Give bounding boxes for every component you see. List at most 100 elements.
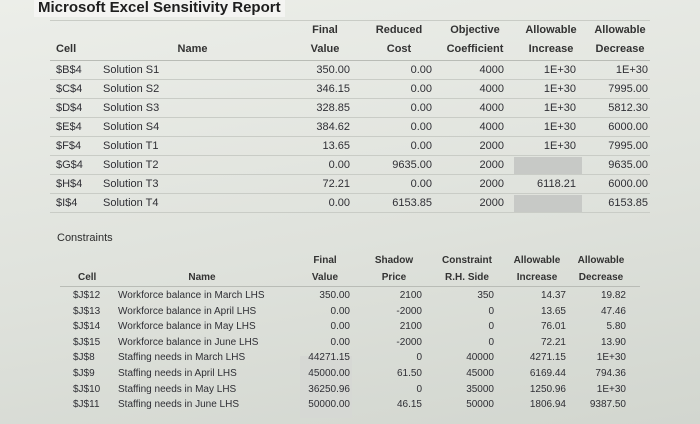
constraint-cell-address: $J$15 <box>73 336 101 348</box>
blank-cell-i4-increase <box>514 195 582 213</box>
cons-header-cell: Cell <box>78 272 97 283</box>
row-divider <box>50 117 650 118</box>
cons-header-name: Name <box>188 272 216 283</box>
reduced-cost: 0.00 <box>410 121 432 133</box>
constraint-allowable-increase: 76.01 <box>540 321 566 333</box>
objective-coefficient: 4000 <box>479 64 504 76</box>
constraint-cell-address: $J$11 <box>73 399 100 411</box>
cell-address: $G$4 <box>56 159 83 171</box>
constraint-allowable-decrease: 13.90 <box>600 336 626 348</box>
variable-name: Solution T2 <box>103 159 159 171</box>
constraint-final-value: 350.00 <box>319 290 350 301</box>
constraint-name: Staffing needs in March LHS <box>118 352 246 364</box>
variable-name: Solution S3 <box>103 102 160 114</box>
constraint-allowable-decrease: 19.82 <box>600 290 626 301</box>
constraint-name: Workforce balance in March LHS <box>118 290 265 301</box>
allowable-increase: 1E+30 <box>543 64 576 76</box>
final-value: 0.00 <box>328 197 350 209</box>
constraint-final-value: 44271.15 <box>308 352 350 364</box>
col-header-final-2: Value <box>310 43 340 55</box>
constraint-allowable-increase: 13.65 <box>540 305 566 317</box>
cons-header-final-2: Value <box>311 272 339 283</box>
shadow-price: 61.50 <box>396 368 422 379</box>
final-value: 346.15 <box>316 83 350 95</box>
final-value: 13.65 <box>322 140 350 152</box>
reduced-cost: 9635.00 <box>392 159 432 171</box>
shadow-price: 46.15 <box>396 399 422 411</box>
row-divider <box>50 98 650 99</box>
constraint-final-value: 36250.96 <box>308 383 350 395</box>
variable-name: Solution S2 <box>103 83 160 95</box>
allowable-decrease: 7995.00 <box>608 83 648 95</box>
constraint-allowable-decrease: 9387.50 <box>589 399 626 411</box>
constraint-cell-address: $J$13 <box>73 305 101 317</box>
col-header-name: Name <box>177 43 208 55</box>
report-title: Microsoft Excel Sensitivity Report <box>34 0 285 17</box>
col-header-reduced-2: Cost <box>386 43 412 55</box>
shadow-price: 2100 <box>399 321 422 333</box>
final-value: 328.85 <box>316 102 350 114</box>
objective-coefficient: 2000 <box>479 159 504 171</box>
constraint-rhs: 350 <box>477 290 494 301</box>
constraint-rhs: 50000 <box>466 399 494 411</box>
allowable-decrease: 6000.00 <box>608 178 648 190</box>
objective-coefficient: 2000 <box>479 178 504 190</box>
constraint-allowable-increase: 6169.44 <box>529 368 566 379</box>
cell-address: $I$4 <box>56 197 78 209</box>
row-divider <box>50 155 650 156</box>
constraint-final-value: 45000.00 <box>308 368 350 379</box>
constraint-cell-address: $J$10 <box>73 383 101 395</box>
col-header-final-1: Final <box>312 24 338 36</box>
variable-name: Solution T1 <box>103 140 159 152</box>
constraint-allowable-increase: 72.21 <box>540 336 566 348</box>
constraint-allowable-increase: 1250.96 <box>529 383 566 395</box>
shadow-price: 0 <box>416 352 422 364</box>
constraint-cell-address: $J$9 <box>73 368 95 379</box>
allowable-decrease: 5812.30 <box>608 102 648 114</box>
cons-header-decrease-1: Allowable <box>577 255 625 266</box>
reduced-cost: 0.00 <box>410 83 432 95</box>
reduced-cost: 0.00 <box>410 102 432 114</box>
allowable-increase: 1E+30 <box>543 83 576 95</box>
cons-header-rhs-2: R.H. Side <box>445 272 489 283</box>
final-value: 0.00 <box>328 159 350 171</box>
cons-header-increase-1: Allowable <box>513 255 561 266</box>
constraint-rhs: 40000 <box>466 352 494 364</box>
final-value: 72.21 <box>322 178 350 190</box>
cell-address: $B$4 <box>56 64 82 76</box>
constraint-name: Workforce balance in May LHS <box>118 321 256 333</box>
objective-coefficient: 2000 <box>479 197 504 209</box>
header-divider <box>50 20 650 21</box>
shadow-price: 2100 <box>399 290 422 301</box>
constraints-label: Constraints <box>57 232 113 244</box>
allowable-increase: 1E+30 <box>543 140 576 152</box>
shadow-price: 0 <box>416 383 422 395</box>
constraint-name: Staffing needs in May LHS <box>118 383 237 395</box>
header-bottom-line <box>50 60 650 61</box>
variable-name: Solution S1 <box>103 64 160 76</box>
cell-address: $H$4 <box>56 178 83 190</box>
constraint-rhs: 0 <box>488 305 494 317</box>
final-value-shaded-block <box>300 356 352 418</box>
constraint-name: Workforce balance in April LHS <box>118 305 257 317</box>
constraint-allowable-increase: 1806.94 <box>529 399 566 411</box>
constraint-name: Staffing needs in June LHS <box>118 399 240 411</box>
row-divider <box>50 136 650 137</box>
allowable-decrease: 6153.85 <box>608 197 648 209</box>
constraint-name: Staffing needs in April LHS <box>118 368 237 379</box>
shadow-price: -2000 <box>396 336 422 348</box>
objective-coefficient: 4000 <box>479 83 504 95</box>
constraint-allowable-decrease: 1E+30 <box>596 383 626 395</box>
cons-header-decrease-2: Decrease <box>578 272 624 283</box>
cons-header-final-1: Final <box>313 255 337 266</box>
row-divider <box>50 174 650 175</box>
constraint-rhs: 0 <box>488 321 494 333</box>
allowable-decrease: 7995.00 <box>608 140 648 152</box>
allowable-increase: 1E+30 <box>543 121 576 133</box>
col-header-increase-2: Increase <box>528 43 574 55</box>
col-header-increase-1: Allowable <box>525 24 577 36</box>
cell-address: $C$4 <box>56 83 83 95</box>
row-divider <box>50 193 650 194</box>
variable-name: Solution S4 <box>103 121 160 133</box>
reduced-cost: 0.00 <box>410 178 432 190</box>
